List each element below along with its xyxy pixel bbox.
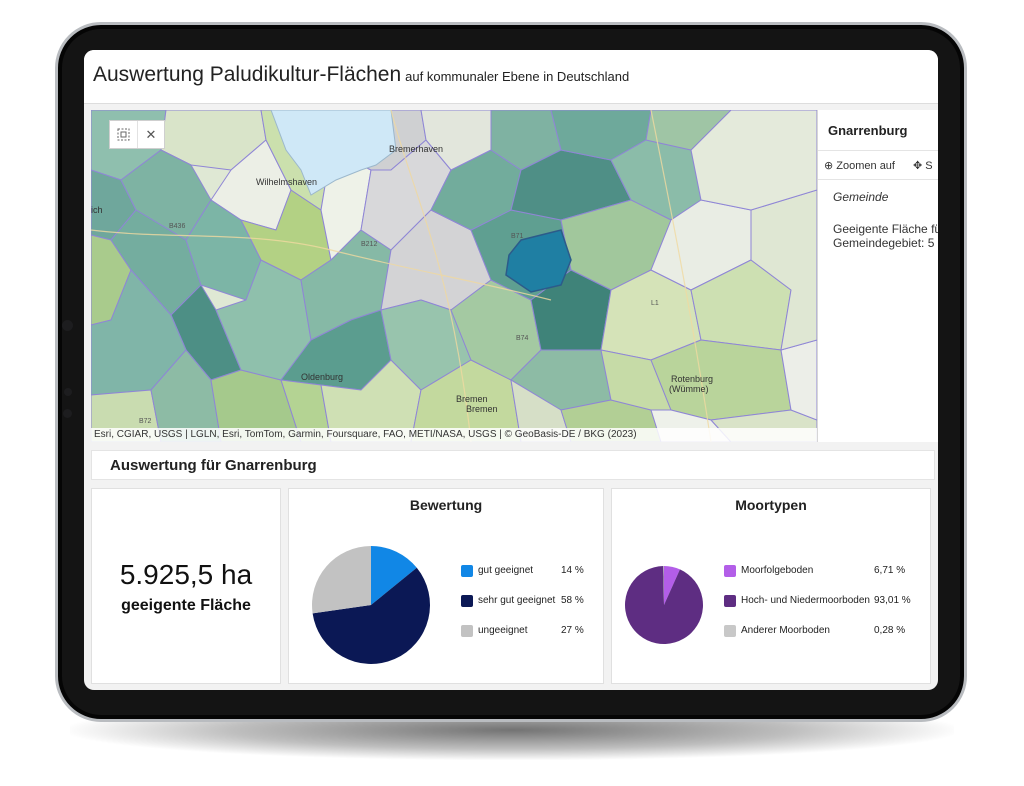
legend-value: 0,28 % [874, 625, 906, 636]
chart-title: Moortypen [735, 497, 807, 513]
legend-label: gut geeignet [478, 565, 534, 576]
sensor-icon [63, 409, 72, 418]
pie-slice[interactable] [663, 566, 664, 605]
chart-card-moortypen: Moortypen Moorfolgeboden 6,71 % Hoch- und … [611, 488, 931, 684]
popup-move-button[interactable]: ✥ S [913, 159, 933, 172]
dashboard-screen: Auswertung Paludikultur-Flächen auf kommu… [84, 50, 938, 690]
map-view[interactable]: Wilhelmshaven Bremerhaven Oldenburg Brem… [91, 110, 817, 442]
map-label-bremerhaven: Bremerhaven [389, 144, 443, 154]
legend-label: Anderer Moorboden [741, 625, 830, 636]
legend-swatch [461, 565, 473, 577]
legend-value: 93,01 % [874, 595, 911, 606]
legend-swatch [461, 595, 473, 607]
legend-label: sehr gut geeignet [478, 595, 556, 606]
grid-select-icon[interactable] [110, 121, 137, 148]
kpi-value: 5.925,5 ha [119, 559, 253, 590]
popup-description-line: Gemeindegebiet: 5 [833, 236, 935, 250]
popup-field-gemeinde: Gemeinde [833, 190, 889, 204]
map-label-wilhelmshaven: Wilhelmshaven [256, 177, 317, 187]
map-label-ich: ich [91, 205, 103, 215]
legend-swatch [724, 565, 736, 577]
page-title: Auswertung Paludikultur-Flächen auf kommu… [93, 63, 629, 87]
feature-popup: Gnarrenburg ⊕ Zoomen auf ✥ S Gemeinde Ge… [817, 110, 938, 442]
popup-description-line: Geeigente Fläche fü [833, 222, 938, 236]
popup-move-label: S [925, 160, 933, 172]
popup-zoom-button[interactable]: ⊕ Zoomen auf [824, 159, 895, 172]
page-subtitle: auf kommunaler Ebene in Deutschland [405, 69, 630, 84]
legend-item[interactable]: ungeeignet 27 % [461, 625, 601, 639]
popup-actions: ⊕ Zoomen auf ✥ S [818, 150, 938, 180]
popup-title: Gnarrenburg [828, 123, 908, 138]
legend-item[interactable]: gut geeignet 14 % [461, 565, 601, 579]
camera-icon [62, 320, 73, 331]
pie-slice[interactable] [625, 566, 703, 644]
dashboard-header: Auswertung Paludikultur-Flächen auf kommu… [84, 50, 938, 104]
road-label-b71: B71 [511, 233, 524, 240]
popup-zoom-label: Zoomen auf [836, 160, 895, 172]
chart-title: Bewertung [409, 497, 483, 513]
legend-item[interactable]: Anderer Moorboden 0,28 % [724, 625, 914, 639]
legend-value: 58 % [561, 595, 584, 606]
legend-swatch [724, 595, 736, 607]
road-label-b72: B72 [139, 418, 152, 425]
pie-slice[interactable] [312, 546, 371, 614]
close-icon[interactable]: ✕ [137, 121, 164, 148]
section-header: Auswertung für Gnarrenburg [91, 450, 935, 480]
kpi-card: 5.925,5 ha geeigente Fläche [91, 488, 281, 684]
pie-slice[interactable] [312, 567, 430, 664]
road-label-b212: B212 [361, 241, 377, 248]
legend-value: 6,71 % [874, 565, 906, 576]
legend-value: 14 % [561, 565, 584, 576]
map-label-bremen-lower: Bremen [466, 404, 498, 414]
map-canvas[interactable]: Wilhelmshaven Bremerhaven Oldenburg Brem… [91, 110, 817, 442]
popup-description: Geeigente Fläche fü Gemeindegebiet: 5 [833, 222, 938, 250]
legend-label: ungeeignet [478, 625, 528, 636]
map-label-rotenburg: Rotenburg [671, 374, 713, 384]
move-icon: ✥ [913, 160, 923, 172]
map-label-wumme: (Wümme) [669, 384, 709, 394]
legend-item[interactable]: Moorfolgeboden 6,71 % [724, 565, 914, 579]
pie-chart-bewertung[interactable] [311, 545, 431, 665]
chart-card-bewertung: Bewertung gut geeignet 14 % sehr gut geeig… [288, 488, 604, 684]
map-label-oldenburg: Oldenburg [301, 372, 343, 382]
page-title-text: Auswertung Paludikultur-Flächen [93, 63, 402, 86]
road-label-l1: L1 [651, 300, 659, 307]
section-title: Auswertung für Gnarrenburg [110, 457, 317, 474]
legend-label: Hoch- und Niedermoorboden [741, 595, 870, 606]
legend-value: 27 % [561, 625, 584, 636]
map-attribution: Esri, CGIAR, USGS | LGLN, Esri, TomTom, … [91, 428, 817, 442]
map-toolbar: ✕ [109, 120, 165, 149]
legend-swatch [724, 625, 736, 637]
road-label-b436: B436 [169, 223, 185, 230]
pie-chart-moortypen[interactable] [624, 565, 704, 645]
road-label-b74: B74 [516, 335, 529, 342]
legend-item[interactable]: sehr gut geeignet 58 % [461, 595, 601, 609]
kpi-label: geeigente Fläche [121, 597, 251, 614]
zoom-in-icon: ⊕ [824, 160, 834, 172]
legend-item[interactable]: Hoch- und Niedermoorboden 93,01 % [724, 595, 914, 609]
map-label-bremen-upper: Bremen [456, 394, 488, 404]
pie-slice[interactable] [371, 546, 417, 605]
sensor-icon [64, 388, 72, 396]
pie-slice[interactable] [664, 566, 680, 605]
legend-label: Moorfolgeboden [741, 565, 814, 576]
legend-swatch [461, 625, 473, 637]
